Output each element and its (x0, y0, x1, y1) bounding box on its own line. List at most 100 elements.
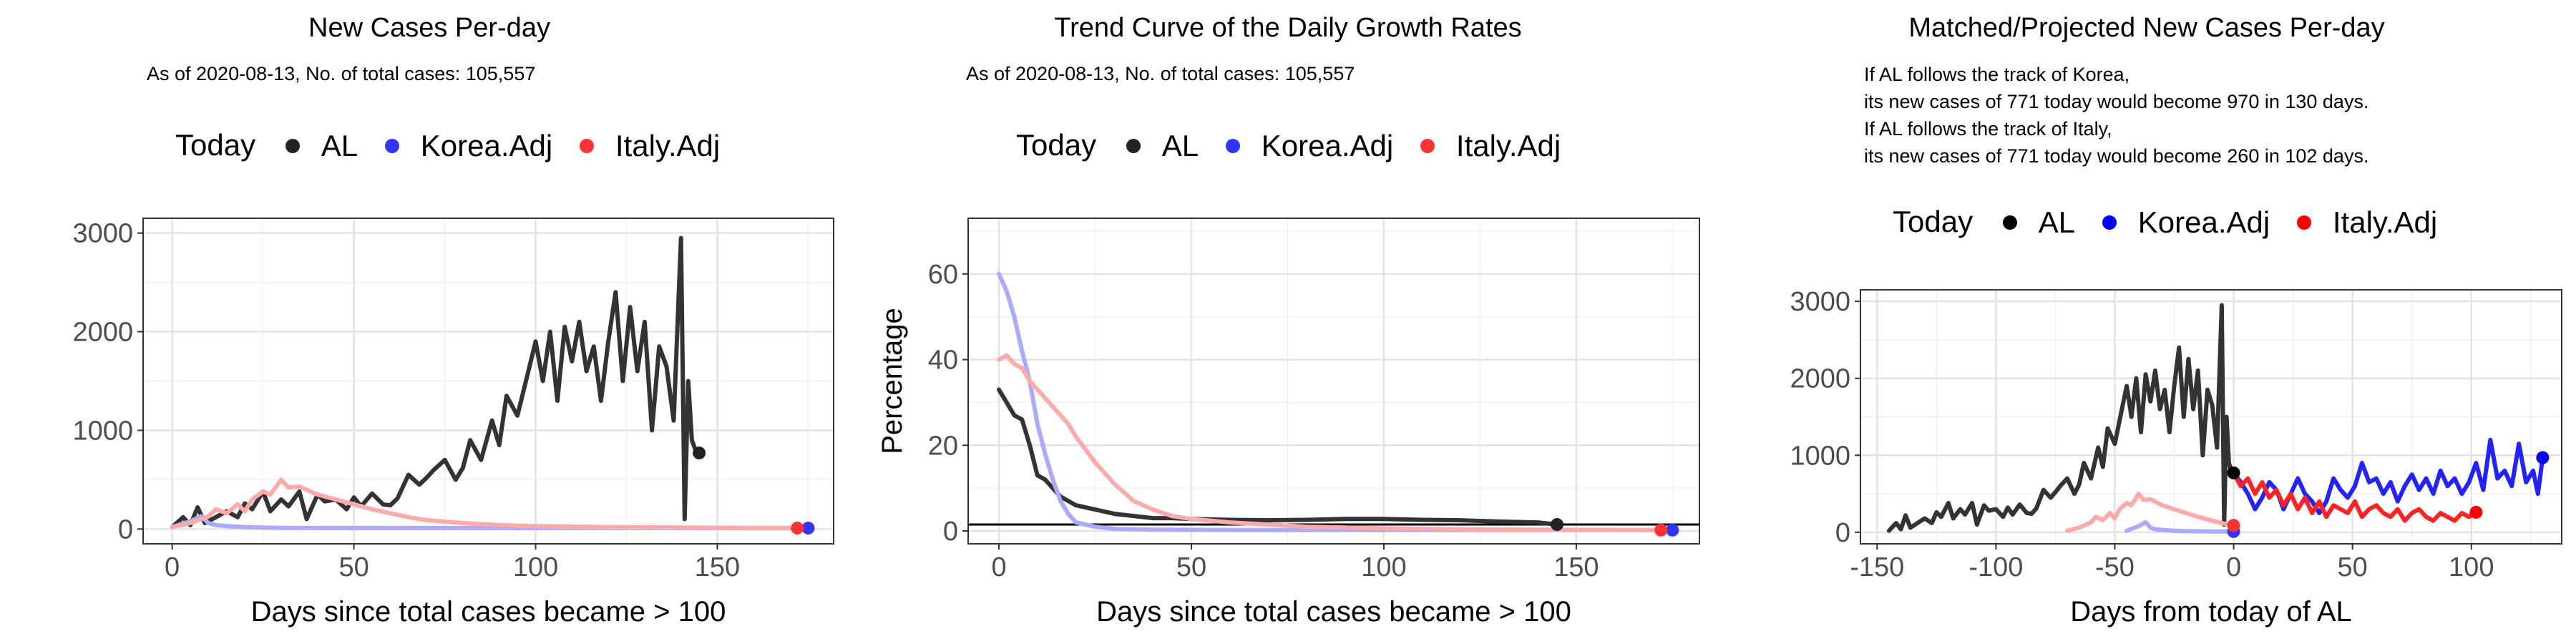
legend: Today AL Korea.Adj Italy.Adj (175, 126, 738, 163)
y-axis-label: Percentage (877, 308, 908, 454)
legend-item-italy: Italy.Adj (2296, 203, 2438, 240)
legend-label-italy: Italy.Adj (2332, 205, 2438, 240)
legend: Today AL Korea.Adj Italy.Adj (1893, 203, 2456, 240)
chart-svg-growth-rates: 0 50 100 150 0 20 40 60 Days since total cases b… (877, 218, 1700, 628)
legend-item-al: AL (2002, 203, 2076, 240)
x-tick-label: 50 (2338, 552, 2368, 582)
annotation-line: its new cases of 771 today would become … (1864, 145, 2369, 167)
panel-growth-rates: Trend Curve of the Daily Growth Rates As… (859, 0, 1717, 644)
annotation-line: its new cases of 771 today would become … (1864, 91, 2369, 112)
plot-area (968, 218, 1699, 544)
series-line-al (997, 387, 1559, 527)
x-tick-label: 0 (165, 552, 180, 582)
plot-border (967, 218, 1700, 545)
endpoint-italy-adj-projected (2469, 505, 2483, 519)
endpoint-korea-adj-projected (2536, 451, 2550, 464)
annotation-line: If AL follows the track of Korea, (1864, 64, 2130, 85)
chart-title: New Cases Per-day (308, 13, 550, 43)
legend-dot-al (2002, 215, 2017, 230)
series-line-al (170, 235, 702, 530)
legend-dot-korea (2102, 215, 2117, 230)
legend-dot-korea (384, 139, 399, 154)
legend-title: Today (1016, 127, 1097, 162)
x-tick-label: 150 (1553, 552, 1599, 582)
chart-title: Matched/Projected New Cases Per-day (1908, 13, 2385, 43)
series-line-al (1886, 303, 2236, 533)
legend-dot-korea (1225, 139, 1240, 154)
chart-subtitle: As of 2020-08-13, No. of total cases: 10… (966, 63, 1355, 84)
legend-label-al: AL (321, 129, 358, 163)
endpoint-al (1550, 518, 1563, 532)
x-tick-label: 100 (2449, 552, 2494, 582)
legend-label-korea: Korea.Adj (1261, 129, 1394, 163)
legend-dot-al (1126, 139, 1141, 154)
legend-dot-italy (579, 139, 594, 154)
legend-label-korea: Korea.Adj (2137, 205, 2270, 240)
series-line-italy-adj (170, 477, 800, 530)
x-tick-label: -150 (1850, 552, 1904, 582)
series-line-italy-adj-projected (2231, 470, 2479, 523)
endpoint-korea-adj (801, 521, 815, 535)
x-tick-label: -100 (1968, 552, 2023, 582)
y-tick-label: 3000 (72, 219, 133, 249)
x-tick-label: 0 (2226, 552, 2241, 582)
x-tick-label: 0 (991, 552, 1006, 582)
legend-item-korea: Korea.Adj (384, 127, 553, 163)
series-line-italy-adj (2065, 492, 2236, 533)
legend-label-al: AL (2038, 205, 2076, 240)
endpoint-italy-adj (1654, 523, 1668, 537)
endpoint-al (693, 447, 706, 460)
x-tick-label: 100 (1361, 552, 1406, 582)
panel-projected: Matched/Projected New Cases Per-day If A… (1717, 0, 2576, 644)
legend-label-italy: Italy.Adj (615, 129, 721, 163)
legend-dot-al (285, 139, 300, 154)
x-axis-label: Days from today of AL (2070, 596, 2352, 628)
x-axis-label: Days since total cases became > 100 (1096, 596, 1571, 628)
endpoint-italy-adj (791, 521, 804, 535)
projection-annotation: If AL follows the track of Korea, its ne… (1864, 61, 2368, 170)
endpoint-al (2227, 466, 2240, 479)
legend-item-italy: Italy.Adj (579, 127, 721, 163)
legend-title: Today (1893, 204, 1974, 238)
annotation-line: If AL follows the track of Italy, (1864, 118, 2112, 140)
series-line-italy-adj (997, 353, 1664, 532)
legend-item-al: AL (1126, 127, 1199, 163)
endpoint-italy-adj (2227, 519, 2240, 532)
y-tick-label: 40 (928, 346, 958, 376)
y-tick-label: 0 (118, 514, 133, 545)
plot-border (1860, 289, 2562, 545)
plot-border (142, 218, 834, 545)
series-line-korea-adj (2124, 519, 2236, 534)
legend-item-korea: Korea.Adj (1225, 127, 1394, 163)
legend: Today AL Korea.Adj Italy.Adj (1016, 126, 1579, 163)
endpoint-korea-adj (1666, 523, 1679, 537)
chart-subtitle: As of 2020-08-13, No. of total cases: 10… (147, 63, 536, 84)
legend-item-italy: Italy.Adj (1420, 127, 1561, 163)
y-tick-label: 2000 (72, 318, 133, 348)
panel-new-cases: New Cases Per-day As of 2020-08-13, No. … (0, 0, 859, 644)
x-tick-label: 150 (695, 552, 740, 582)
y-tick-label: 20 (928, 431, 958, 461)
y-tick-label: 2000 (1790, 364, 1850, 394)
legend-dot-italy (2296, 215, 2311, 230)
y-tick-label: 1000 (72, 416, 133, 446)
x-axis-label: Days since total cases became > 100 (251, 596, 726, 628)
legend-label-italy: Italy.Adj (1455, 129, 1561, 163)
x-tick-label: 100 (513, 552, 558, 582)
y-tick-label: 0 (1835, 518, 1850, 548)
x-tick-label: -50 (2095, 552, 2135, 582)
legend-item-al: AL (285, 127, 358, 163)
x-tick-label: 50 (338, 552, 369, 582)
y-tick-label: 60 (928, 260, 958, 290)
legend-label-al: AL (1161, 129, 1199, 163)
legend-item-korea: Korea.Adj (2102, 203, 2270, 240)
y-tick-label: 0 (943, 517, 958, 547)
chart-svg-new-cases: 0 50 100 150 0 1000 2000 3000 Days since total c… (72, 218, 834, 628)
legend-title: Today (175, 127, 256, 162)
y-tick-label: 3000 (1790, 287, 1850, 317)
x-tick-label: 50 (1176, 552, 1206, 582)
y-tick-label: 1000 (1790, 441, 1850, 471)
legend-dot-italy (1420, 139, 1435, 154)
legend-label-korea: Korea.Adj (420, 129, 553, 163)
